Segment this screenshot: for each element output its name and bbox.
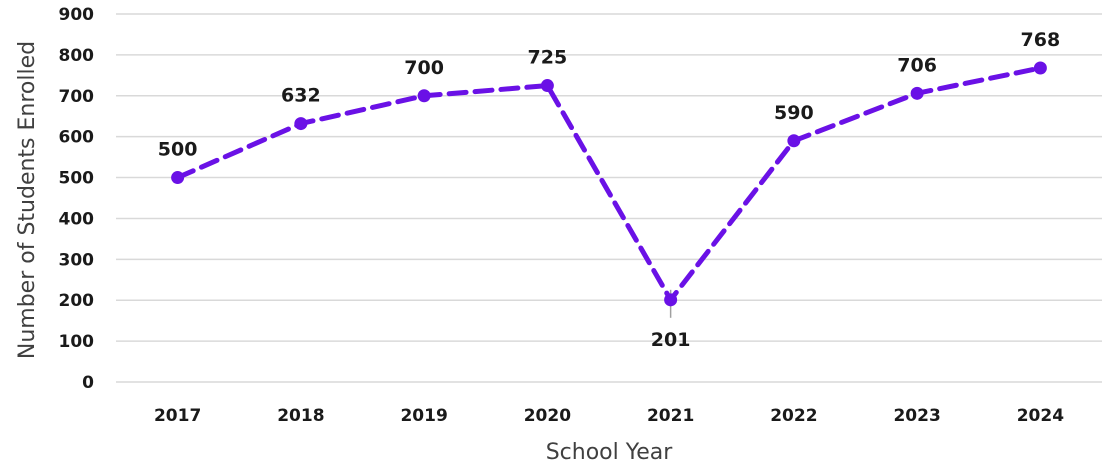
data-label-2018: 632: [281, 85, 321, 107]
y-tick-label-400: 400: [59, 209, 95, 229]
data-point-2019: [417, 89, 431, 103]
x-tick-label-2024: 2024: [1017, 406, 1064, 426]
y-axis-title: Number of Students Enrolled: [15, 41, 40, 359]
y-tick-label-100: 100: [59, 332, 95, 352]
x-tick-label-2022: 2022: [770, 406, 817, 426]
x-tick-label-2019: 2019: [400, 406, 447, 426]
data-label-2017: 500: [158, 139, 198, 161]
gridlines: [116, 13, 1102, 383]
data-label-2023: 706: [897, 54, 937, 76]
data-point-2017: [171, 171, 185, 185]
data-point-2023: [910, 86, 924, 100]
data-point-2022: [787, 134, 801, 148]
series-enrollment: [171, 61, 1047, 318]
data-labels: 500 632 700 725 201 590 706 768: [158, 29, 1060, 351]
y-tick-label-900: 900: [59, 5, 95, 25]
x-tick-label-2023: 2023: [893, 406, 940, 426]
y-tick-label-500: 500: [59, 169, 95, 189]
x-tick-label-2018: 2018: [277, 406, 324, 426]
data-point-2020: [540, 79, 554, 93]
x-axis-tick-labels: 2017 2018 2019 2020 2021 2022 2023 2024: [154, 406, 1064, 426]
x-tick-label-2020: 2020: [524, 406, 571, 426]
x-tick-label-2017: 2017: [154, 406, 201, 426]
y-tick-label-0: 0: [82, 373, 94, 393]
y-tick-label-600: 600: [59, 128, 95, 148]
data-label-2021: 201: [651, 329, 691, 351]
y-axis-tick-labels: 0 100 200 300 400 500 600 700 800 900: [59, 5, 95, 393]
y-tick-label-800: 800: [59, 46, 95, 66]
data-point-2024: [1033, 61, 1047, 75]
data-point-2018: [294, 117, 308, 131]
data-label-2024: 768: [1021, 29, 1061, 51]
data-point-2021: [664, 293, 678, 307]
data-label-2022: 590: [774, 102, 814, 124]
x-axis-title: School Year: [546, 440, 674, 465]
series-line: [175, 65, 1043, 303]
y-tick-label-700: 700: [59, 87, 95, 107]
x-tick-label-2021: 2021: [647, 406, 694, 426]
y-tick-label-200: 200: [59, 291, 95, 311]
y-tick-label-300: 300: [59, 250, 95, 270]
data-label-2020: 725: [528, 47, 568, 69]
data-label-2019: 700: [404, 57, 444, 79]
